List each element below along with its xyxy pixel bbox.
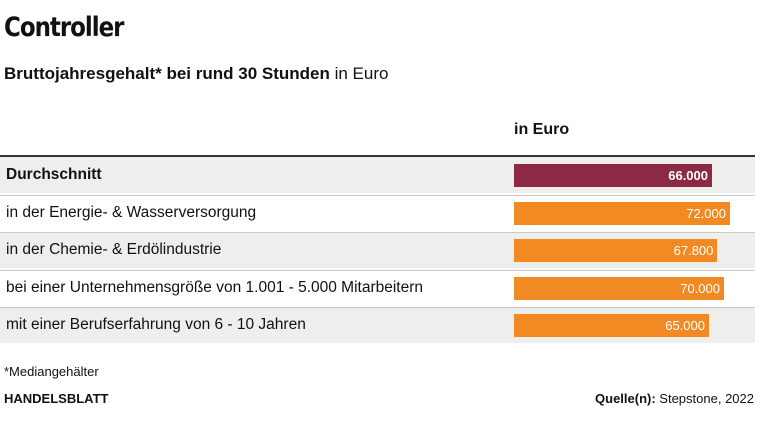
table-row: bei einer Unternehmensgröße von 1.001 - …: [0, 270, 755, 306]
bar-value-label: 65.000: [665, 318, 705, 333]
bar-value-label: 66.000: [668, 168, 708, 183]
row-divider: [0, 269, 755, 271]
category-label: in der Chemie- & Erdölindustrie: [6, 241, 222, 258]
subtitle-bold: Bruttojahresgehalt* bei rund 30 Stunden: [4, 64, 330, 83]
subtitle-unit: in Euro: [329, 64, 389, 83]
bar-value-label: 67.800: [673, 243, 714, 258]
bar: [514, 276, 724, 300]
brand-label: HANDELSBLATT: [4, 391, 109, 406]
column-header: in Euro: [514, 121, 570, 138]
bar: [514, 164, 712, 187]
header-divider: [0, 155, 755, 157]
bar-value-label: 70.000: [680, 280, 720, 296]
bar: [514, 239, 718, 262]
row-divider: [0, 194, 755, 196]
table-row: in der Energie- & Wasserversorgung 72.000: [0, 195, 755, 231]
category-label: Durchschnitt: [6, 166, 102, 183]
bar: [514, 201, 730, 225]
source-text: Stepstone, 2022: [655, 391, 754, 406]
table-row: Durchschnitt 66.000: [0, 157, 755, 193]
bar-value-label: 72.000: [686, 205, 726, 221]
row-divider: [0, 232, 755, 233]
category-label: in der Energie- & Wasserversorgung: [6, 203, 257, 221]
category-label: bei einer Unternehmensgröße von 1.001 - …: [6, 278, 424, 296]
row-divider: [0, 307, 755, 308]
table-row: mit einer Berufserfahrung von 6 - 10 Jah…: [0, 307, 755, 343]
table-row: in der Chemie- & Erdölindustrie 67.800: [0, 232, 755, 268]
footnote: *Mediangehälter: [4, 364, 99, 379]
source-line: Quelle(n): Stepstone, 2022: [595, 391, 754, 406]
chart-title: Controller: [4, 12, 124, 43]
bar: [514, 314, 709, 337]
category-label: mit einer Berufserfahrung von 6 - 10 Jah…: [6, 316, 306, 333]
chart-subtitle: Bruttojahresgehalt* bei rund 30 Stunden …: [4, 62, 388, 86]
source-label: Quelle(n):: [595, 391, 656, 406]
